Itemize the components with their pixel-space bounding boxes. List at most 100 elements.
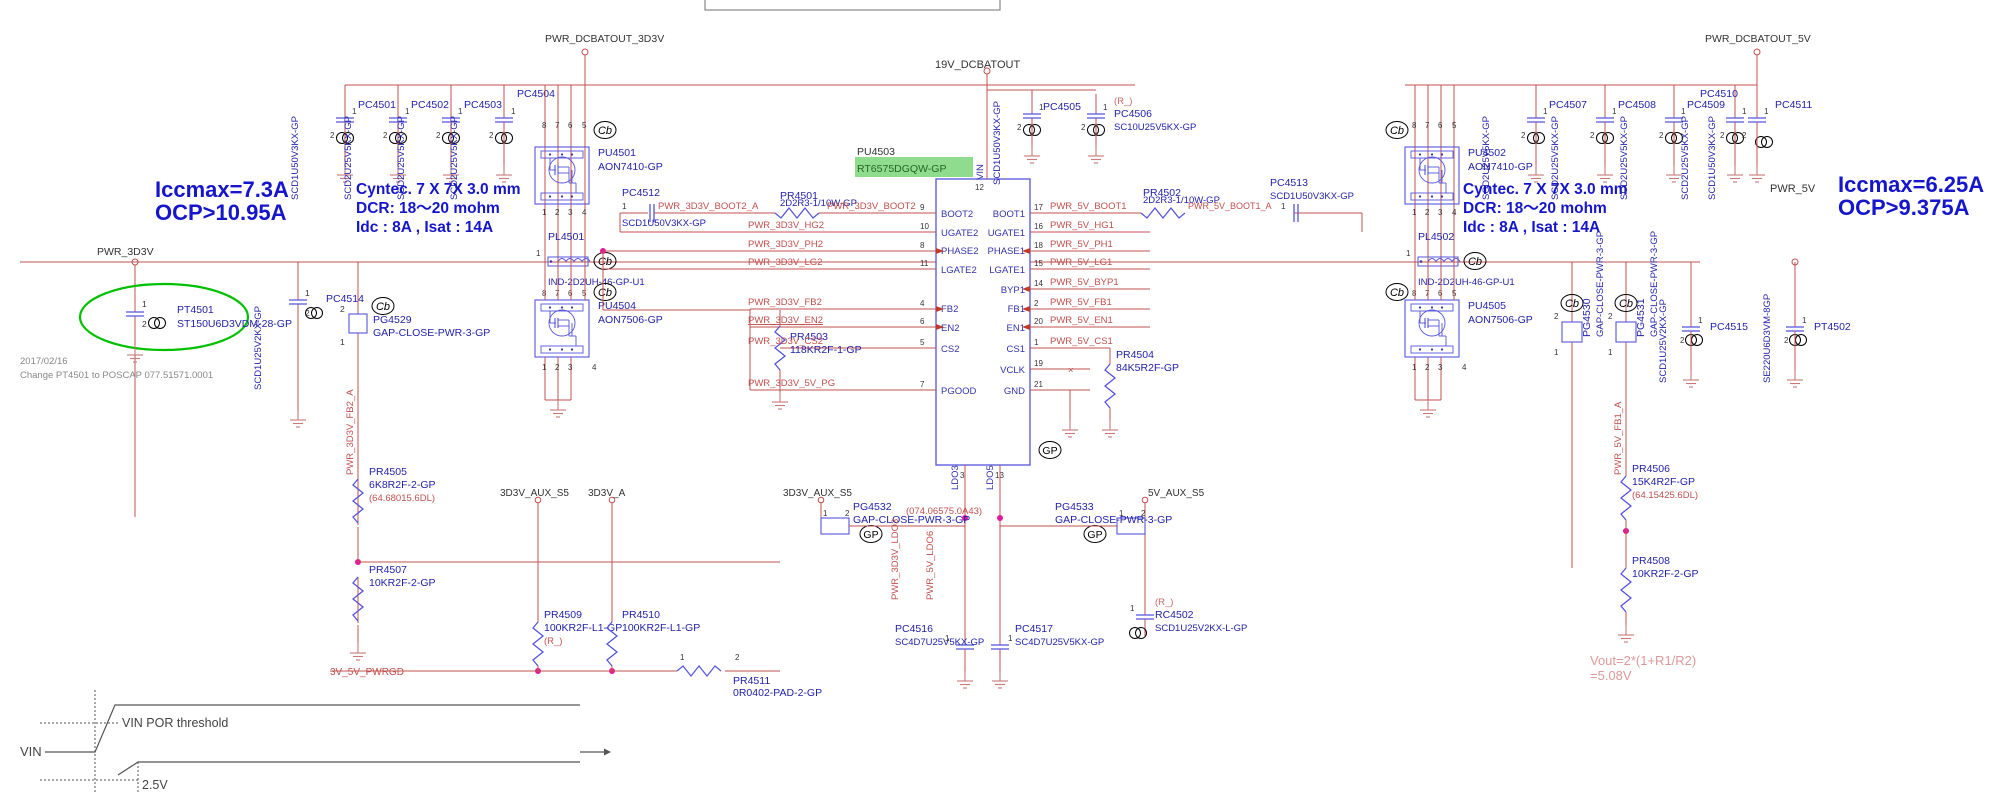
svg-text:10KR2F-2-GP: 10KR2F-2-GP [369, 577, 436, 589]
svg-text:CS2: CS2 [941, 344, 959, 355]
svg-text:SCD2U25V5KX-GP: SCD2U25V5KX-GP [1619, 116, 1630, 200]
svg-text:12: 12 [975, 183, 984, 192]
svg-text:PWR_3D3V_5V_PG: PWR_3D3V_5V_PG [748, 378, 835, 389]
svg-text:1: 1 [1554, 348, 1559, 357]
svg-text:1: 1 [823, 509, 828, 518]
svg-text:ST150U6D3VDM-28-GP: ST150U6D3VDM-28-GP [177, 318, 292, 330]
svg-text:8: 8 [1412, 121, 1417, 130]
svg-text:1: 1 [142, 299, 147, 309]
svg-text:DCR: 18～20 mohm: DCR: 18～20 mohm [356, 200, 500, 217]
svg-text:1: 1 [511, 107, 516, 116]
svg-text:GAP-CLOSE-PWR-3-GP: GAP-CLOSE-PWR-3-GP [1595, 231, 1606, 337]
svg-text:PWR_5V: PWR_5V [1770, 183, 1816, 195]
svg-text:1: 1 [305, 288, 310, 298]
svg-text:PC4512: PC4512 [622, 187, 660, 199]
svg-text:84K5R2F-GP: 84K5R2F-GP [1116, 362, 1179, 374]
svg-text:6: 6 [568, 121, 573, 130]
svg-text:SCD1U25V2KX-GP: SCD1U25V2KX-GP [253, 306, 264, 390]
svg-text:PU4503: PU4503 [857, 146, 895, 158]
svg-text:1: 1 [1612, 107, 1617, 116]
svg-text:(R_): (R_) [1155, 597, 1173, 608]
svg-text:2: 2 [1017, 123, 1022, 132]
svg-text:2: 2 [735, 653, 740, 662]
svg-text:2D2R3-1/10W-GP: 2D2R3-1/10W-GP [1143, 195, 1220, 206]
svg-text:PR4509: PR4509 [544, 609, 582, 621]
svg-text:FB1: FB1 [1008, 304, 1025, 315]
svg-text:BOOT2: BOOT2 [941, 209, 973, 220]
svg-text:PR4507: PR4507 [369, 564, 407, 576]
svg-text:1: 1 [1764, 107, 1769, 116]
svg-text:2: 2 [1784, 336, 1789, 345]
svg-text:PL4502: PL4502 [1418, 231, 1454, 243]
svg-text:PWR_3D3V: PWR_3D3V [97, 246, 154, 258]
svg-text:PHASE1: PHASE1 [988, 246, 1026, 257]
svg-text:PR4511: PR4511 [733, 675, 770, 687]
svg-text:PG4530: PG4530 [1581, 298, 1593, 337]
svg-text:SC4D7U25V5KX-GP: SC4D7U25V5KX-GP [895, 637, 984, 648]
svg-text:(64.68015.6DL): (64.68015.6DL) [369, 493, 435, 504]
svg-text:8: 8 [920, 241, 925, 250]
svg-text:PT4502: PT4502 [1814, 321, 1851, 333]
svg-text:4: 4 [1462, 363, 1467, 372]
svg-text:PWR_DCBATOUT_5V: PWR_DCBATOUT_5V [1705, 33, 1811, 45]
svg-text:PWR_DCBATOUT_3D3V: PWR_DCBATOUT_3D3V [545, 33, 664, 45]
svg-text:LGATE2: LGATE2 [941, 265, 977, 276]
svg-text:Iccmax=6.25A: Iccmax=6.25A [1838, 172, 1984, 197]
svg-text:1: 1 [542, 208, 547, 217]
svg-text:RT6575DGQW-GP: RT6575DGQW-GP [857, 163, 946, 175]
svg-text:20: 20 [1034, 317, 1043, 326]
svg-text:(R_): (R_) [1114, 96, 1132, 107]
svg-text:3: 3 [568, 208, 573, 217]
svg-text:6: 6 [920, 317, 925, 326]
svg-text:(64.15425.6DL): (64.15425.6DL) [1632, 490, 1698, 501]
svg-text:3: 3 [1438, 208, 1443, 217]
svg-text:PC4515: PC4515 [1710, 321, 1748, 333]
svg-text:SCD2U25V5KX-GP: SCD2U25V5KX-GP [396, 116, 407, 200]
svg-text:OCP>10.95A: OCP>10.95A [155, 200, 287, 225]
svg-text:RC4502: RC4502 [1155, 609, 1194, 621]
svg-text:9: 9 [920, 203, 925, 212]
svg-text:1: 1 [1034, 338, 1039, 347]
svg-text:SCD2U25V5KX-GP: SCD2U25V5KX-GP [449, 116, 460, 200]
svg-text:1: 1 [405, 107, 410, 116]
svg-text:PL4501: PL4501 [548, 231, 584, 243]
svg-text:6: 6 [1438, 121, 1443, 130]
svg-text:3: 3 [568, 363, 573, 372]
svg-text:11: 11 [920, 259, 929, 268]
svg-text:PR4504: PR4504 [1116, 349, 1154, 361]
svg-text:2: 2 [1554, 312, 1559, 321]
svg-text:16: 16 [1034, 222, 1043, 231]
svg-text:SCD1U50V3KX-GP: SCD1U50V3KX-GP [290, 116, 301, 200]
svg-text:PWR_5V_CS1: PWR_5V_CS1 [1050, 336, 1113, 347]
svg-text:1: 1 [1103, 103, 1108, 112]
svg-text:PWR_5V_EN1: PWR_5V_EN1 [1050, 315, 1113, 326]
svg-text:21: 21 [1034, 380, 1043, 389]
svg-text:2: 2 [555, 208, 560, 217]
svg-text:GAP-CLOSE-PWR-3-GP: GAP-CLOSE-PWR-3-GP [1055, 514, 1172, 526]
svg-text:AON7506-GP: AON7506-GP [1468, 314, 1533, 326]
svg-text:PR4506: PR4506 [1632, 463, 1670, 475]
svg-text:PC4504: PC4504 [517, 88, 555, 100]
svg-text:EN2: EN2 [941, 323, 959, 334]
svg-text:2: 2 [1742, 131, 1747, 140]
svg-text:1: 1 [1681, 107, 1686, 116]
svg-text:Cyntec. 7 X 7X 3.0 mm: Cyntec. 7 X 7X 3.0 mm [356, 181, 521, 198]
svg-text:3D3V_AUX_S5: 3D3V_AUX_S5 [783, 488, 852, 499]
svg-text:UGATE2: UGATE2 [941, 228, 978, 239]
svg-text:PWR_3D3V_PH2: PWR_3D3V_PH2 [748, 239, 823, 250]
svg-text:EN1: EN1 [1007, 323, 1025, 334]
svg-text:IND-2D2UH-46-GP-U1: IND-2D2UH-46-GP-U1 [1418, 277, 1515, 288]
svg-text:14: 14 [1034, 279, 1043, 288]
svg-text:GAP-CLOSE-PWR-3-GP: GAP-CLOSE-PWR-3-GP [853, 514, 970, 526]
svg-text:2: 2 [1521, 131, 1526, 140]
svg-text:Change PT4501 to POSCAP 077.51: Change PT4501 to POSCAP 077.51571.0001 [20, 370, 213, 381]
svg-text:19: 19 [1034, 359, 1043, 368]
svg-text:PC4510: PC4510 [1700, 88, 1738, 100]
svg-text:1: 1 [542, 363, 547, 372]
svg-text:VCLK: VCLK [1000, 365, 1025, 376]
svg-text:PWR_3D3V_BOOT2: PWR_3D3V_BOOT2 [827, 201, 916, 212]
svg-text:2: 2 [1034, 299, 1039, 308]
svg-text:UGATE1: UGATE1 [988, 228, 1025, 239]
svg-text:1: 1 [1130, 604, 1135, 613]
svg-text:PC4501: PC4501 [358, 99, 396, 111]
